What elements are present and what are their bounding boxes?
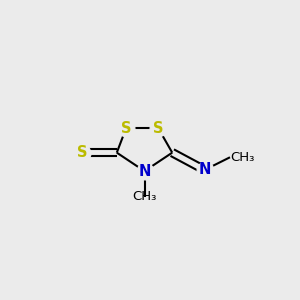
Text: CH₃: CH₃ <box>132 190 157 203</box>
Text: CH₃: CH₃ <box>230 151 254 164</box>
Text: N: N <box>198 163 211 178</box>
Text: S: S <box>121 121 131 136</box>
Text: S: S <box>153 121 164 136</box>
Text: S: S <box>77 145 87 160</box>
Text: N: N <box>138 164 151 178</box>
